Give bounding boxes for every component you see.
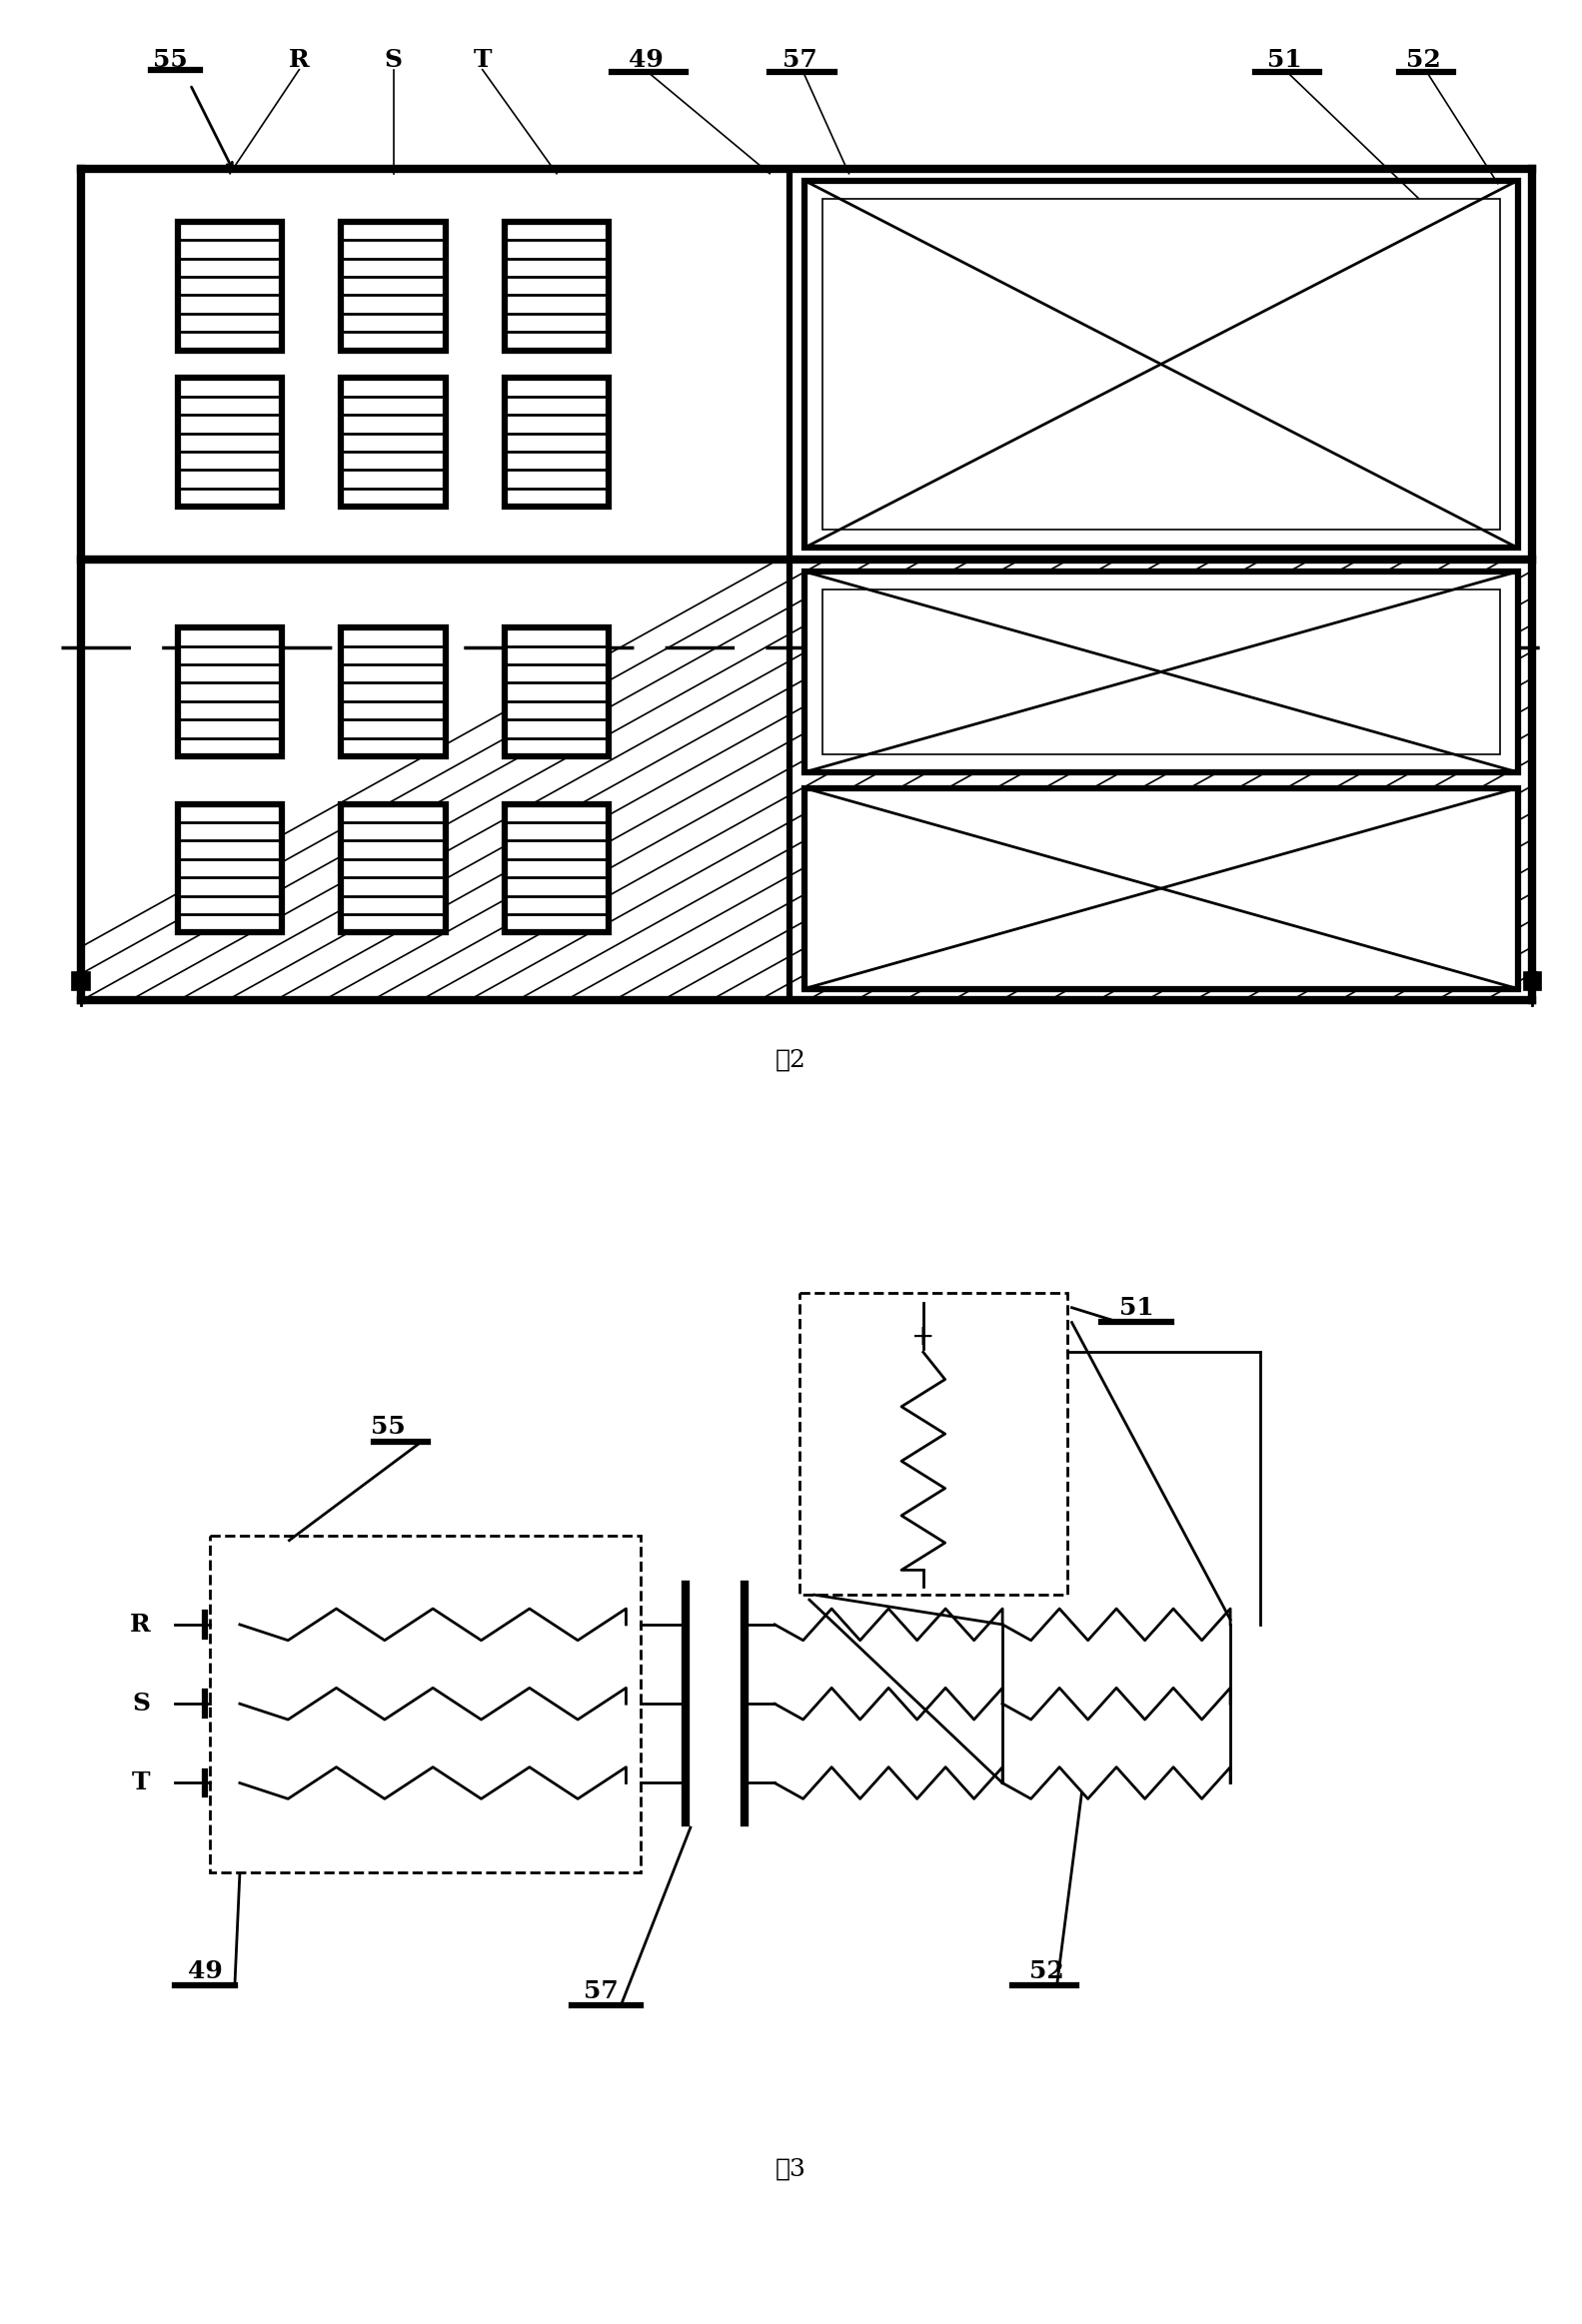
Text: 57: 57 — [782, 49, 816, 72]
Text: 51: 51 — [1267, 49, 1302, 72]
Bar — [1523, 971, 1541, 990]
Text: R: R — [290, 49, 310, 72]
Text: 图2: 图2 — [775, 1048, 805, 1071]
Text: 55: 55 — [370, 1415, 405, 1439]
Bar — [505, 379, 609, 507]
Text: +: + — [911, 1322, 935, 1350]
Bar — [823, 590, 1500, 755]
Text: 52: 52 — [1406, 49, 1441, 72]
Bar — [210, 1536, 641, 1873]
Text: 57: 57 — [584, 1980, 619, 2003]
Text: R: R — [130, 1613, 150, 1636]
Bar — [804, 788, 1517, 988]
Bar — [177, 379, 282, 507]
Text: 51: 51 — [1118, 1294, 1153, 1320]
Bar — [823, 198, 1500, 530]
Text: S: S — [133, 1692, 150, 1715]
Bar — [177, 221, 282, 351]
Bar — [804, 181, 1517, 548]
Bar — [342, 221, 445, 351]
Bar — [505, 627, 609, 755]
Text: 图3: 图3 — [775, 2157, 805, 2180]
Bar — [505, 221, 609, 351]
Bar — [342, 379, 445, 507]
Bar — [73, 971, 90, 990]
Bar — [342, 804, 445, 932]
Text: 49: 49 — [628, 49, 663, 72]
Bar — [342, 627, 445, 755]
Text: T: T — [473, 49, 492, 72]
Text: T: T — [131, 1771, 150, 1794]
Text: 49: 49 — [188, 1959, 223, 1982]
Bar — [799, 1292, 1066, 1594]
Text: 52: 52 — [1030, 1959, 1065, 1982]
Bar — [177, 627, 282, 755]
Text: S: S — [384, 49, 402, 72]
Bar — [505, 804, 609, 932]
Text: 55: 55 — [153, 49, 188, 72]
Bar — [177, 804, 282, 932]
Bar — [804, 572, 1517, 772]
